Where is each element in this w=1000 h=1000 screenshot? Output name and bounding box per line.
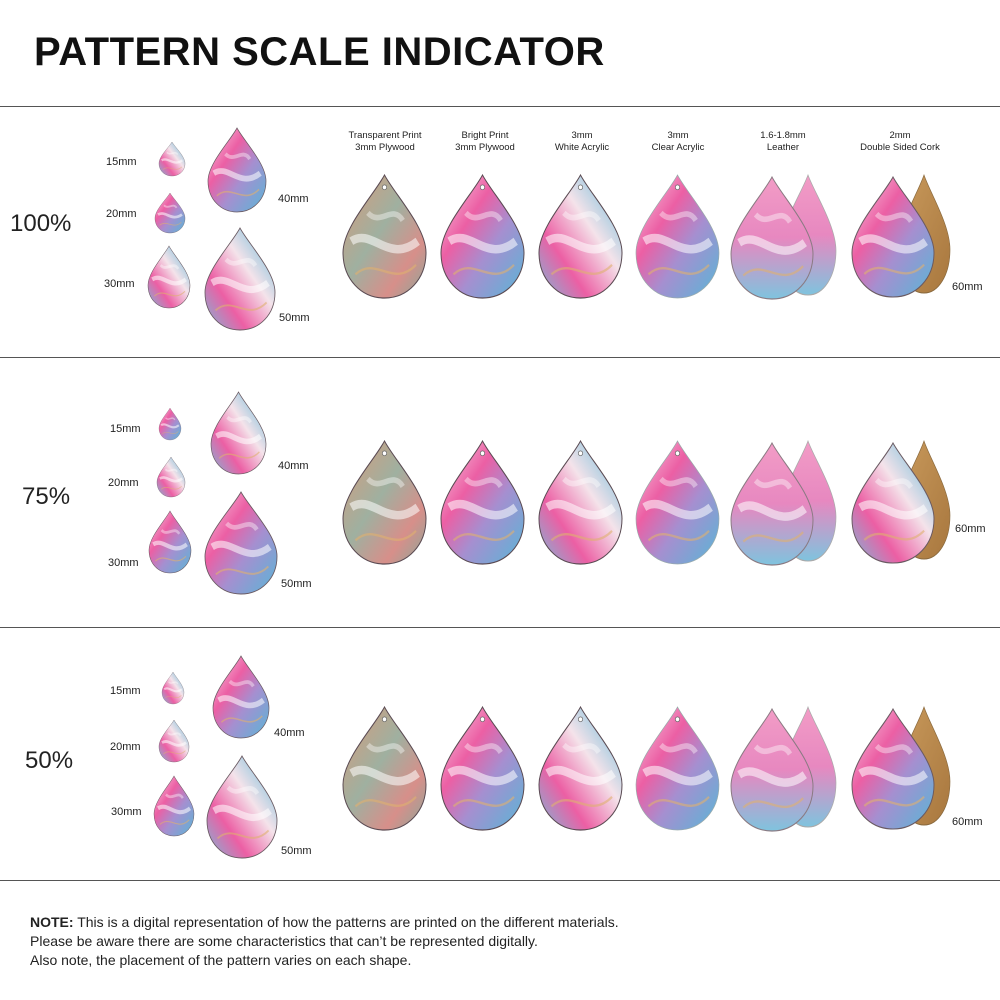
column-header-line1: 1.6-1.8mm [760, 130, 806, 141]
column-header-line1: 3mm [571, 130, 593, 141]
teardrop-earring-icon [342, 173, 427, 299]
note-text: This is a digital representation of how … [77, 914, 619, 930]
disclaimer-note: NOTE: This is a digital representation o… [30, 913, 619, 970]
size-label: 40mm [278, 193, 309, 205]
column-header-line1: Transparent Print [348, 130, 422, 141]
teardrop-earring-icon [851, 441, 935, 564]
product-size-label: 60mm [952, 816, 983, 828]
column-header-white-acrylic: 3mm White Acrylic [527, 130, 637, 154]
teardrop-earring-icon [156, 456, 186, 498]
divider-1 [0, 357, 1000, 358]
divider-bottom [0, 880, 1000, 881]
teardrop-earring-icon [730, 707, 814, 832]
note-label: NOTE: [30, 914, 74, 930]
teardrop-earring-icon [158, 407, 182, 441]
scale-label: 75% [22, 483, 71, 510]
size-label: 30mm [108, 557, 139, 569]
teardrop-earring-icon [158, 141, 186, 177]
size-label: 30mm [104, 278, 135, 290]
teardrop-earring-icon [538, 705, 623, 831]
note-line-1: NOTE: This is a digital representation o… [30, 913, 619, 932]
teardrop-earring-icon [440, 705, 525, 831]
size-label: 15mm [110, 685, 141, 697]
size-label: 20mm [110, 741, 141, 753]
size-label: 20mm [108, 477, 139, 489]
note-line-2: Please be aware there are some character… [30, 933, 538, 949]
size-label: 40mm [274, 727, 305, 739]
teardrop-earring-icon [730, 441, 814, 566]
column-header-transparent-plywood: Transparent Print 3mm Plywood [330, 130, 440, 154]
teardrop-earring-icon [207, 127, 267, 213]
column-header-line1: 3mm [667, 130, 689, 141]
teardrop-earring-icon [154, 192, 186, 234]
divider-2 [0, 627, 1000, 628]
teardrop-earring-icon [161, 671, 185, 705]
column-header-line1: Bright Print [461, 130, 509, 141]
teardrop-earring-icon [635, 174, 720, 299]
teardrop-earring-icon [206, 755, 278, 859]
size-label: 50mm [279, 312, 310, 324]
column-header-bright-plywood: Bright Print 3mm Plywood [430, 130, 540, 154]
column-header-line2: Leather [766, 142, 800, 153]
teardrop-earring-icon [440, 173, 525, 299]
teardrop-earring-icon [342, 705, 427, 831]
product-size-label: 60mm [952, 281, 983, 293]
teardrop-earring-icon [204, 227, 276, 331]
teardrop-earring-icon [204, 491, 278, 595]
teardrop-earring-icon [538, 439, 623, 565]
teardrop-earring-icon [158, 719, 190, 763]
column-header-line2: 3mm Plywood [455, 142, 515, 153]
note-line-3: Also note, the placement of the pattern … [30, 952, 412, 968]
page-title: PATTERN SCALE INDICATOR [34, 30, 605, 74]
column-header-leather: 1.6-1.8mm Leather [728, 130, 838, 154]
column-header-line2: 3mm Plywood [355, 142, 415, 153]
scale-label: 100% [10, 210, 72, 237]
column-header-line2: White Acrylic [554, 142, 610, 153]
column-header-line2: Clear Acrylic [651, 142, 705, 153]
size-label: 40mm [278, 460, 309, 472]
size-label: 50mm [281, 845, 312, 857]
teardrop-earring-icon [635, 706, 720, 831]
column-header-cork: 2mm Double Sided Cork [845, 130, 955, 154]
scale-label: 50% [25, 747, 74, 774]
column-header-clear-acrylic: 3mm Clear Acrylic [623, 130, 733, 154]
size-label: 50mm [281, 578, 312, 590]
teardrop-earring-icon [210, 391, 267, 475]
teardrop-earring-icon [635, 440, 720, 565]
teardrop-earring-icon [730, 175, 814, 300]
size-label: 15mm [110, 423, 141, 435]
teardrop-earring-icon [538, 173, 623, 299]
size-label: 15mm [106, 156, 137, 168]
teardrop-earring-icon [153, 775, 195, 837]
teardrop-earring-icon [148, 510, 192, 574]
column-header-line1: 2mm [889, 130, 911, 141]
teardrop-earring-icon [440, 439, 525, 565]
teardrop-earring-icon [212, 655, 270, 739]
size-label: 20mm [106, 208, 137, 220]
teardrop-earring-icon [851, 707, 935, 830]
size-label: 30mm [111, 806, 142, 818]
column-header-line2: Double Sided Cork [860, 142, 940, 153]
teardrop-earring-icon [851, 175, 935, 298]
product-size-label: 60mm [955, 523, 986, 535]
teardrop-earring-icon [147, 245, 191, 309]
divider-top [0, 106, 1000, 107]
teardrop-earring-icon [342, 439, 427, 565]
